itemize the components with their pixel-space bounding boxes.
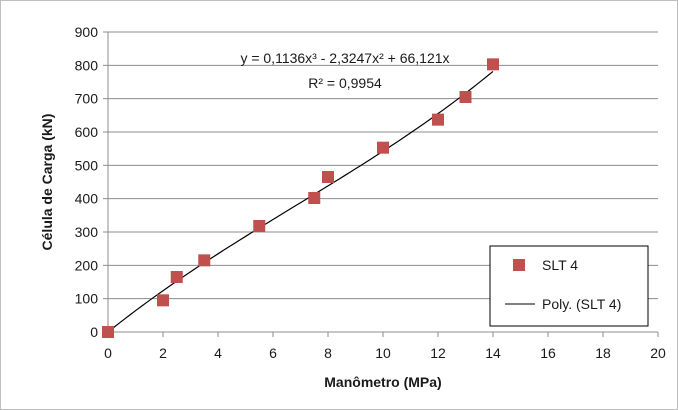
data-point-5 <box>308 192 321 204</box>
x-tick-label-14: 14 <box>485 345 501 361</box>
data-point-3 <box>198 254 211 267</box>
trendline-path <box>107 70 494 333</box>
y-tick-label-500: 500 <box>75 157 99 173</box>
y-axis-title: Célula de Carga (kN) <box>39 114 55 251</box>
trendline-group <box>107 70 494 333</box>
x-tick-label-16: 16 <box>540 345 556 361</box>
y-tick-label-600: 600 <box>75 124 99 140</box>
data-point-0 <box>102 326 114 338</box>
x-tick-label-12: 12 <box>430 345 446 361</box>
data-point-10 <box>487 58 499 71</box>
legend: SLT 4 Poly. (SLT 4) <box>489 245 649 327</box>
trendline-equation: y = 0,1136x³ - 2,3247x² + 66,121x <box>240 50 449 66</box>
y-tick-label-900: 900 <box>75 24 99 40</box>
legend-marker-slt4 <box>513 259 525 271</box>
x-tick-label-6: 6 <box>269 345 277 361</box>
y-tick-labels: 0 100 200 300 400 500 600 700 800 900 <box>75 24 99 340</box>
y-tick-label-100: 100 <box>75 291 99 307</box>
data-point-6 <box>322 171 334 183</box>
legend-label-trend: Poly. (SLT 4) <box>542 296 621 312</box>
x-tick-label-0: 0 <box>104 345 112 361</box>
x-tick-label-8: 8 <box>324 345 332 361</box>
x-tick-label-2: 2 <box>159 345 167 361</box>
data-point-2 <box>170 271 183 283</box>
data-point-9 <box>459 91 472 103</box>
data-point-7 <box>377 141 389 154</box>
y-tick-label-400: 400 <box>75 191 99 207</box>
x-tick-labels: 0 2 4 6 8 10 12 14 16 18 20 <box>104 345 666 361</box>
data-point-8 <box>432 113 444 126</box>
x-tick-label-10: 10 <box>375 345 391 361</box>
y-tick-label-700: 700 <box>75 91 99 107</box>
x-tick-label-4: 4 <box>214 345 222 361</box>
y-tick-label-300: 300 <box>75 224 99 240</box>
y-tick-label-0: 0 <box>90 324 98 340</box>
data-point-4 <box>253 220 266 232</box>
r-squared-label: R² = 0,9954 <box>308 75 382 91</box>
data-points <box>102 58 499 338</box>
x-tick-label-18: 18 <box>595 345 611 361</box>
data-point-1 <box>157 294 169 307</box>
y-tick-label-800: 800 <box>75 57 99 73</box>
x-tick-label-20: 20 <box>650 345 666 361</box>
y-tick-label-200: 200 <box>75 257 99 273</box>
legend-label-slt4: SLT 4 <box>542 257 578 273</box>
x-axis-title: Manômetro (MPa) <box>324 374 441 390</box>
